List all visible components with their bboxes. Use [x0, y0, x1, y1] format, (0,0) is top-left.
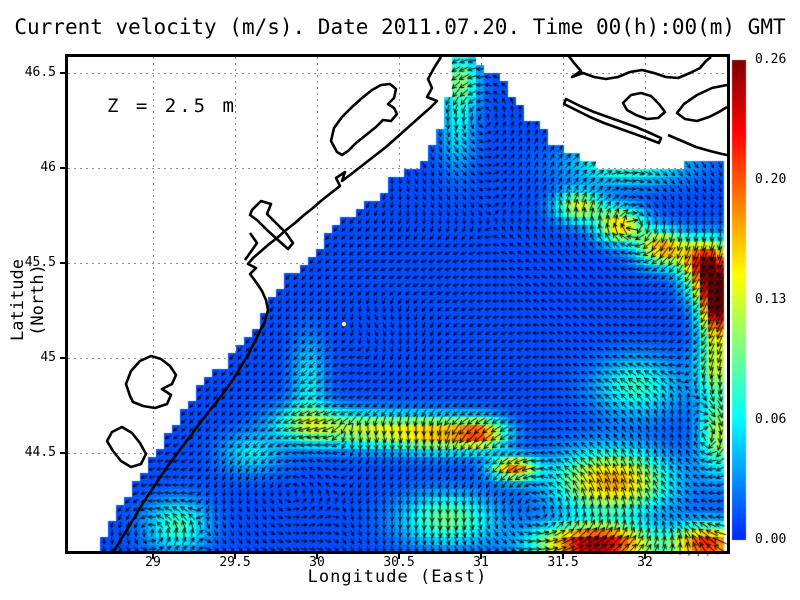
y-tick-label: 45.5: [24, 255, 56, 270]
coastline-main_coast: [112, 56, 443, 552]
x-tick-label: 29.5: [219, 555, 251, 570]
colorbar-tick-label: 0.00: [755, 532, 787, 547]
coastline-kinburn: [621, 91, 667, 121]
x-tick-label: 31: [473, 555, 489, 570]
coastline-spit_tail: [667, 133, 728, 157]
y-tick-label: 45: [40, 350, 56, 365]
coastline-dniester_liman: [248, 199, 295, 251]
x-tick-label: 32: [637, 555, 653, 570]
x-tick-label: 31.5: [547, 555, 579, 570]
y-tick-label: 46: [40, 160, 56, 175]
coastline-corner_hook: [675, 83, 728, 123]
colorbar-tick-label: 0.26: [755, 52, 787, 67]
colorbar-tick-label: 0.20: [755, 172, 787, 187]
x-tick-label: 30: [309, 555, 325, 570]
coastline-tendra_spit: [562, 97, 663, 145]
coastline-danube_lake_1: [124, 354, 178, 410]
colorbar-tick-label: 0.06: [755, 412, 787, 427]
y-tick-label: 46.5: [24, 65, 56, 80]
depth-annotation: Z = 2.5 m: [107, 95, 237, 117]
coastline-danube_lake_2: [105, 425, 148, 469]
plot-title: Current velocity (m/s). Date 2011.07.20.…: [14, 15, 786, 39]
coastline-odessa_lagoon: [329, 82, 399, 157]
coastline-estuary_north: [566, 54, 712, 81]
island-marker: [340, 320, 347, 327]
x-tick-label: 30.5: [383, 555, 415, 570]
plot-border: [65, 54, 730, 554]
x-tick-label: 29: [145, 555, 161, 570]
x-axis-label: Longitude (East): [307, 567, 488, 587]
y-tick-label: 44.5: [24, 445, 56, 460]
coastline-dniester_channel: [243, 232, 259, 261]
colorbar-tick-label: 0.13: [755, 292, 787, 307]
